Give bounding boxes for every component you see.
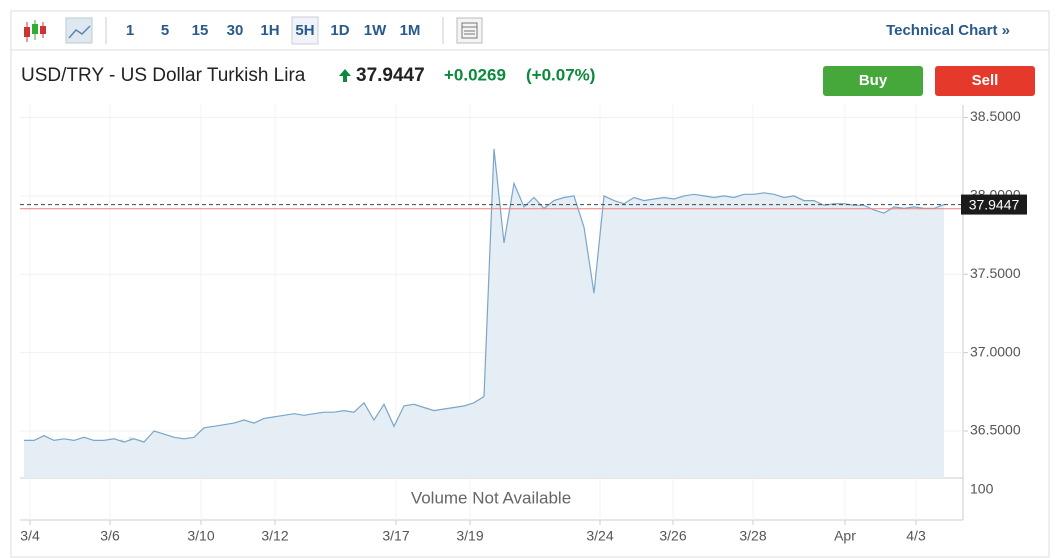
x-tick-label: 3/24 <box>586 528 613 544</box>
x-tick-label: 3/19 <box>456 528 483 544</box>
x-tick-label: 3/10 <box>187 528 214 544</box>
indicator-icon[interactable] <box>456 17 483 44</box>
interval-button[interactable]: 1M <box>400 22 421 39</box>
sell-label[interactable]: Sell <box>972 72 999 89</box>
x-tick-label: 3/17 <box>382 528 409 544</box>
interval-button[interactable]: 15 <box>192 22 209 39</box>
last-price-box <box>961 194 1027 215</box>
interval-button[interactable]: 1H <box>260 22 279 39</box>
interval-button[interactable]: 1D <box>330 22 349 39</box>
interval-button[interactable]: 5H <box>295 22 314 39</box>
y-tick-label: 37.0000 <box>970 343 1021 359</box>
area-icon[interactable] <box>65 17 93 44</box>
area-fill <box>24 148 944 478</box>
candle-icon[interactable] <box>24 20 46 42</box>
interval-button[interactable]: 1W <box>364 22 387 39</box>
x-tick-label: 3/6 <box>100 528 120 544</box>
instrument-title: USD/TRY - US Dollar Turkish Lira <box>21 65 306 86</box>
x-tick-label: 3/26 <box>659 528 686 544</box>
interval-button[interactable]: 5 <box>161 22 169 39</box>
x-tick-label: 3/28 <box>739 528 766 544</box>
x-tick-label: 4/3 <box>906 528 926 544</box>
buy-label[interactable]: Buy <box>859 72 888 89</box>
last-price-label: 37.9447 <box>969 196 1020 212</box>
technical-chart-link[interactable]: Technical Chart » <box>886 22 1010 39</box>
y-tick-label: 36.5000 <box>970 422 1021 438</box>
change-percent: (+0.07%) <box>526 65 595 84</box>
price: 37.9447 <box>356 65 425 86</box>
active-interval-bg <box>291 16 319 45</box>
interval-button[interactable]: 1 <box>126 22 134 39</box>
y-tick-label: 38.5000 <box>970 108 1021 124</box>
up-arrow <box>339 69 351 82</box>
volume-note: Volume Not Available <box>411 488 571 507</box>
sell-button[interactable] <box>935 66 1035 96</box>
volume-tick-label: 100 <box>970 481 994 497</box>
price-line <box>24 148 945 443</box>
x-tick-label: 3/4 <box>20 528 40 544</box>
buy-button[interactable] <box>823 66 923 96</box>
x-tick-label: Apr <box>834 528 856 544</box>
change: +0.0269 <box>444 65 506 84</box>
x-tick-label: 3/12 <box>261 528 288 544</box>
y-tick-label: 37.5000 <box>970 265 1021 281</box>
interval-button[interactable]: 30 <box>227 22 244 39</box>
